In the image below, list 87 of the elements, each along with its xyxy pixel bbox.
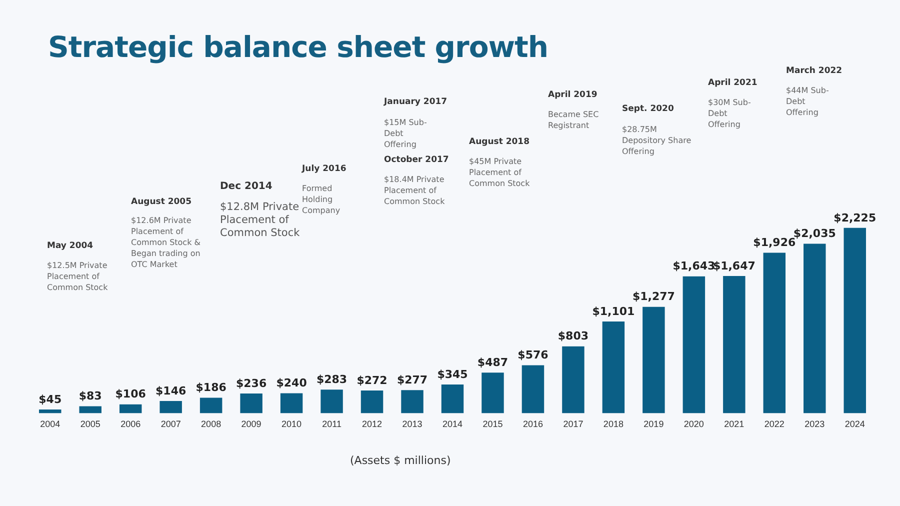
bar [723,276,746,414]
data-label: $146 [156,384,186,398]
text: Formed Holding Company [302,183,342,216]
x-tick-label: 2013 [402,419,422,430]
data-label: $1,647 [712,259,756,272]
data-label: $1,926 [753,236,796,250]
text: August 2005 [131,197,193,207]
bar [240,394,262,414]
x-tick-label: 2008 [201,419,222,430]
bar [482,372,504,414]
x-tick-label: 2017 [563,419,584,430]
bar [844,228,866,414]
text: August 2018 [469,137,531,147]
text: July 2016 [302,164,348,174]
x-tick-label: 2011 [322,419,342,430]
data-label: $1,643 [672,260,716,273]
text: $15M Sub-Debt Offering [384,117,428,150]
x-tick-label: 2022 [764,419,784,430]
text: Became SEC Registrant [548,109,600,131]
x-tick-label: 2018 [603,419,624,430]
bar [441,384,464,414]
x-tick-label: 2012 [362,419,382,430]
text: Dec 2014 [220,181,274,192]
text: $45M Private Placement of Common Stock [469,156,531,189]
text: $44M Sub-Debt Offering [786,85,830,118]
text: (Assets $ millions) [350,454,451,467]
data-label: $2,225 [834,211,876,224]
bar [804,244,826,414]
x-tick-label: 2016 [522,419,543,430]
bar [522,365,544,414]
bar [562,346,584,414]
data-label: $1,101 [592,304,635,318]
bar [200,398,222,414]
text: October 2017 [384,155,450,165]
x-tick-label: 2023 [804,419,825,430]
data-label: $283 [316,372,348,386]
x-tick-label: 2021 [724,419,744,430]
text: January 2017 [384,97,448,107]
text: March 2022 [786,66,844,76]
annotation: May 2004 [47,241,94,251]
chart-title: Strategic balance sheet growth [48,30,548,64]
bar [360,390,384,414]
bar [79,406,102,414]
annotation: $12.6M Private Placement of Common Stock & Began trading on OTC Market [131,215,202,270]
data-label: $186 [196,381,227,394]
data-label: $803 [558,330,589,343]
x-tick-label: 2010 [282,419,302,430]
data-label: $576 [518,348,549,362]
x-tick-label: 2020 [684,419,704,430]
text: Sept. 2020 [622,104,675,114]
data-label: $272 [356,374,388,387]
text: $18.4M Private Placement of Common Stock [384,174,446,207]
x-tick-label: 2007 [160,419,181,430]
bar [39,409,62,414]
bar [119,404,142,414]
x-tick-label: 2019 [644,419,664,430]
bar [602,322,625,414]
x-tick-label: 2024 [844,419,865,430]
bar [401,390,424,414]
data-label: $277 [396,373,428,386]
bar [280,393,303,414]
x-tick-label: 2004 [40,419,60,430]
text: April 2021 [708,78,758,88]
data-label: $83 [78,390,102,403]
x-tick-label: 2014 [442,419,463,430]
data-label: $106 [115,388,146,401]
x-tick-label: 2009 [241,419,262,430]
text: $28.75M Depository Share Offering [622,124,692,157]
bar [160,401,182,414]
data-label: $240 [276,376,308,390]
x-tick-label: 2015 [482,419,503,430]
data-label: $2,035 [793,227,836,240]
bar [682,276,706,414]
data-label: $1,277 [632,290,675,304]
bar [763,252,786,414]
bar [642,306,665,414]
x-tick-label: 2005 [80,419,100,430]
data-label: $345 [437,368,468,381]
text: April 2019 [548,90,598,100]
bar [320,390,343,414]
annotation: $12.8M Private Placement of Common Stock [220,201,300,240]
data-label: $45 [38,392,62,406]
text: $30M Sub-Debt Offering [708,97,752,130]
data-label: $236 [236,376,267,390]
data-label: $487 [477,356,508,369]
annotation: $12.5M Private Placement of Common Stock [47,260,109,293]
x-tick-label: 2006 [120,419,141,430]
